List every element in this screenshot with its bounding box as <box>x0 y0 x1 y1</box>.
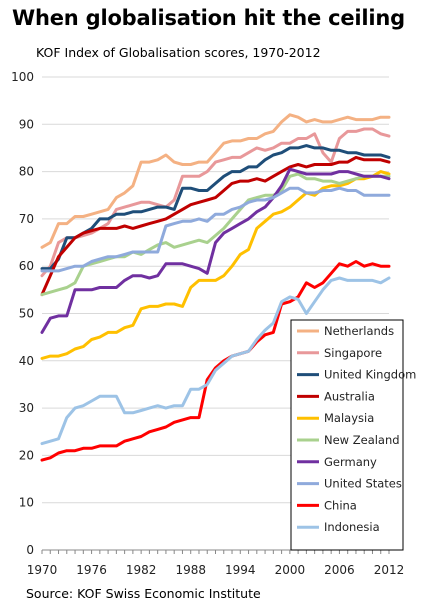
legend-label: Germany <box>324 455 377 469</box>
x-tick-label: 2000 <box>275 563 306 577</box>
y-tick-label: 100 <box>11 70 34 84</box>
legend-label: Indonesia <box>324 520 380 534</box>
series-line-malaysia <box>40 170 391 360</box>
x-tick-label: 1988 <box>175 563 206 577</box>
x-tick-label: 2006 <box>324 563 355 577</box>
y-tick-label: 90 <box>19 117 34 131</box>
legend-label: New Zealand <box>324 433 400 447</box>
series-line-united-states <box>40 186 391 273</box>
axes: 0 10 20 30 40 50 60 70 80 90 100 1970 1976 1982 1988 19… <box>11 70 404 577</box>
y-tick-label: 10 <box>19 496 34 510</box>
legend-label: United Kingdom <box>324 368 416 382</box>
legend-label: Malaysia <box>324 411 374 425</box>
legend-label: Netherlands <box>324 324 394 338</box>
chart-source: Source: KOF Swiss Economic Institute <box>26 586 261 601</box>
y-tick-label: 60 <box>19 259 34 273</box>
x-tick-label: 2012 <box>374 563 405 577</box>
series-lines <box>40 113 391 462</box>
chart-title: When globalisation hit the ceiling <box>12 6 405 30</box>
legend-label: Singapore <box>324 346 382 360</box>
legend-label: China <box>324 498 357 512</box>
series-line-netherlands <box>40 113 391 249</box>
legend: Netherlands Singapore United Kingdom Austra… <box>290 319 416 551</box>
y-tick-label: 30 <box>19 401 34 415</box>
series-line-new-zealand <box>40 172 391 297</box>
y-tick-label: 0 <box>26 543 34 557</box>
series-line-germany <box>40 167 391 334</box>
y-tick-label: 20 <box>19 448 34 462</box>
chart-subtitle: KOF Index of Globalisation scores, 1970-… <box>36 45 321 60</box>
y-tick-label: 70 <box>19 212 34 226</box>
x-tick-label: 1970 <box>27 563 58 577</box>
series-line-china <box>40 260 391 462</box>
x-tick-label: 1976 <box>76 563 107 577</box>
y-tick-label: 50 <box>19 307 34 321</box>
legend-box <box>290 319 404 551</box>
legend-label: Australia <box>324 389 375 403</box>
x-tick-label: 1982 <box>126 563 157 577</box>
y-tick-label: 40 <box>19 354 34 368</box>
series-line-united-kingdom <box>40 144 391 271</box>
legend-label: United States <box>324 477 402 491</box>
series-line-indonesia <box>40 276 391 446</box>
series-line-australia <box>40 155 391 297</box>
y-tick-label: 80 <box>19 165 34 179</box>
x-tick-label: 1994 <box>225 563 256 577</box>
